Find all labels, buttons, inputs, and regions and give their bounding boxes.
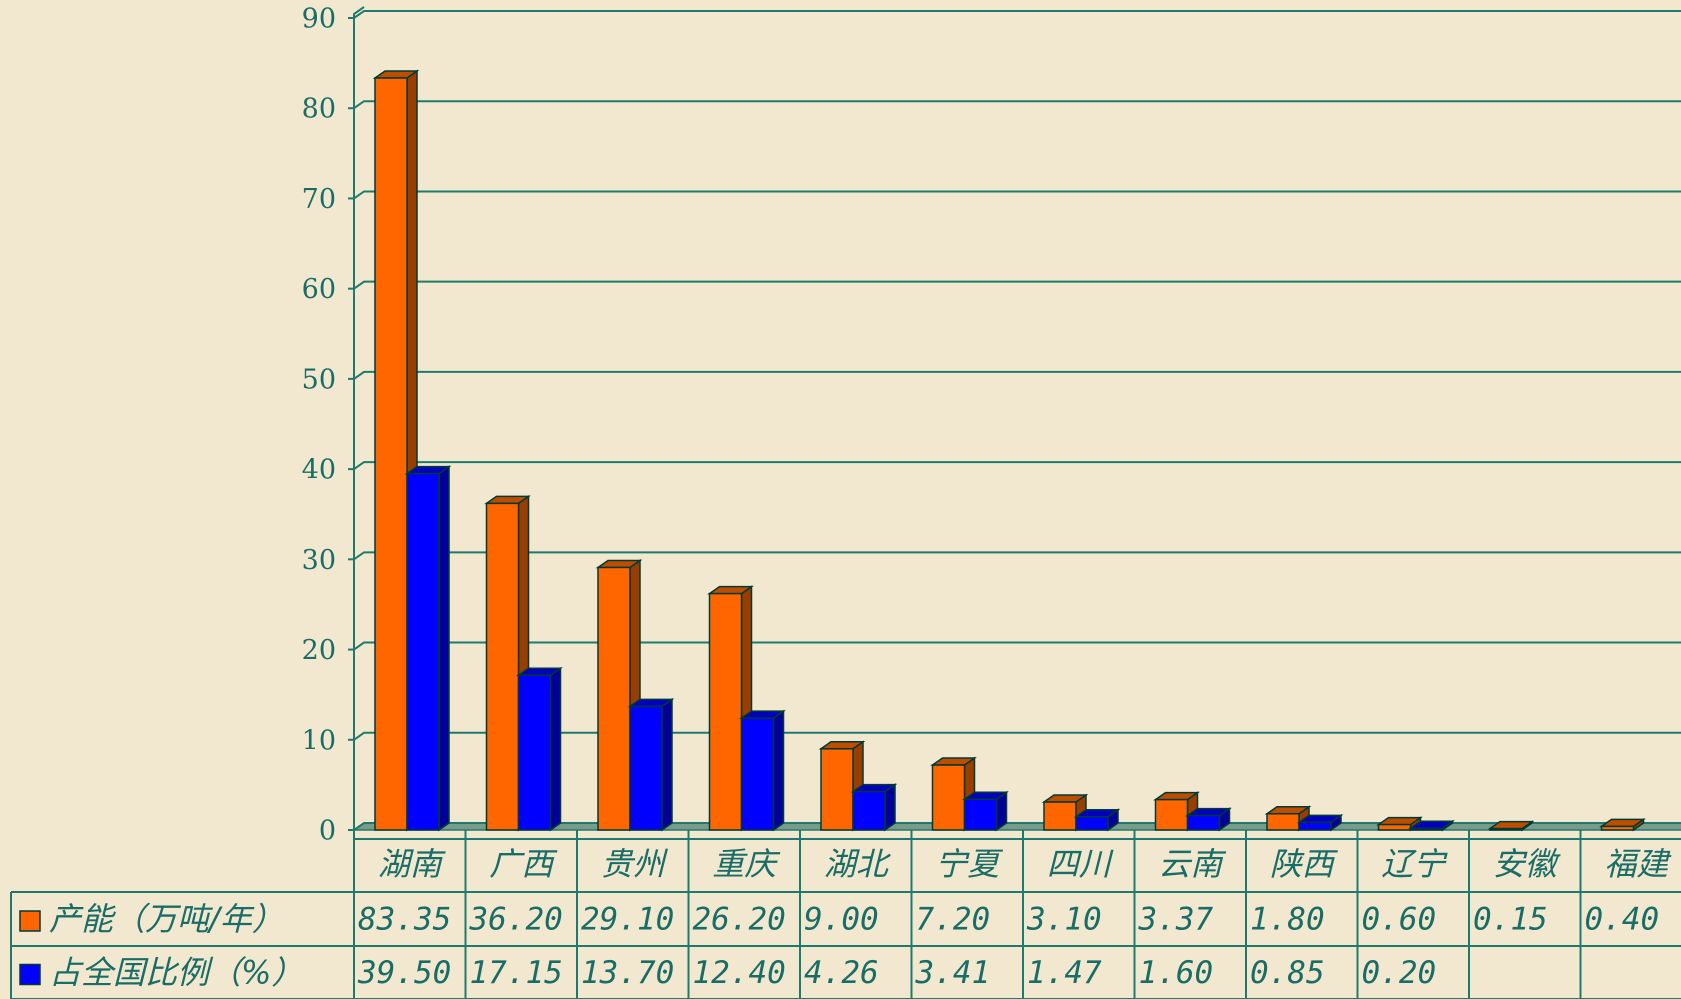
data-label: 0.20 [1362,955,1437,991]
data-label: 3.41 [915,955,991,991]
grid-line [353,100,1681,110]
bar [517,674,552,831]
bar [485,502,520,831]
y-tick-label: 10 [302,725,336,756]
bar [374,77,408,831]
data-label: 3.37 [1138,902,1214,938]
x-tick-label: 福建 [1604,845,1672,883]
legend-swatch [19,910,41,932]
bar [1409,827,1444,831]
data-label: 9.00 [804,902,879,938]
bar [708,592,743,831]
y-tick-label: 50 [302,364,336,395]
data-label: 0.60 [1362,902,1437,938]
data-label: 13.70 [581,955,674,991]
y-tick-label: 60 [302,274,336,305]
grid-line [353,370,1681,380]
data-label: 12.40 [693,955,786,991]
legend-swatch [19,963,41,986]
grid-line [353,280,1681,290]
data-label: 39.50 [357,955,451,991]
x-tick-label: 陕西 [1270,845,1339,883]
y-tick-label: 70 [302,184,336,215]
bar [1600,825,1635,831]
bar [1298,821,1332,831]
data-label: 29.10 [581,902,674,938]
data-label: 83.35 [358,902,451,938]
data-label: 36.20 [469,902,563,938]
legend-label: 产能（万吨/年） [49,900,284,938]
bar-side [549,666,562,832]
bar [740,717,775,831]
legend-label: 占全国比例（%） [49,954,303,992]
x-tick-label: 广西 [489,845,558,883]
bar [1043,801,1077,831]
bar [1154,798,1189,831]
y-tick-label: 20 [302,635,336,666]
bar [1489,827,1523,831]
bar-side [772,709,785,832]
data-label: 0.15 [1473,902,1548,938]
x-tick-label: 云南 [1158,845,1227,883]
bar [597,566,631,831]
data-label: 1.47 [1027,955,1102,991]
x-tick-label: 贵州 [601,845,669,883]
y-tick-label: 80 [302,94,336,125]
bar [406,472,440,831]
y-tick-label: 30 [302,545,336,576]
data-label: 1.80 [1250,902,1325,938]
grid-line [353,731,1681,741]
grid-line [353,822,1681,831]
x-tick-label: 宁夏 [935,845,1003,883]
data-label: 17.15 [470,955,563,991]
bar-side [438,465,450,832]
bar [1377,823,1412,831]
grid-line [353,10,1681,19]
data-label: 3.10 [1026,902,1102,938]
y-axis-wall [353,6,365,830]
data-label: 26.20 [693,902,786,938]
y-tick-label: 0 [319,816,336,847]
grid-line [353,641,1681,651]
grid-line [353,461,1681,470]
bar [1186,814,1221,831]
bar [629,705,663,831]
x-tick-label: 四川 [1047,845,1114,883]
x-tick-label: 湖南 [378,845,447,883]
bar [852,790,886,831]
y-tick-label: 40 [302,455,336,486]
x-tick-label: 湖北 [824,845,892,883]
bar [820,748,854,831]
data-label: 1.60 [1139,955,1214,991]
data-label: 0.40 [1585,902,1660,938]
bar [1266,813,1300,831]
data-label: 7.20 [916,902,991,938]
x-tick-label: 辽宁 [1381,845,1448,883]
x-tick-label: 安徽 [1493,845,1561,883]
grid-line [353,190,1681,200]
bar-side [661,697,673,832]
data-label: 0.85 [1250,955,1325,991]
data-label: 4.26 [804,955,879,991]
bar [1075,815,1109,831]
bar [931,764,966,831]
bar [963,798,998,831]
y-tick-label: 90 [302,4,336,35]
grid-line [353,551,1681,561]
x-tick-label: 重庆 [712,845,781,883]
